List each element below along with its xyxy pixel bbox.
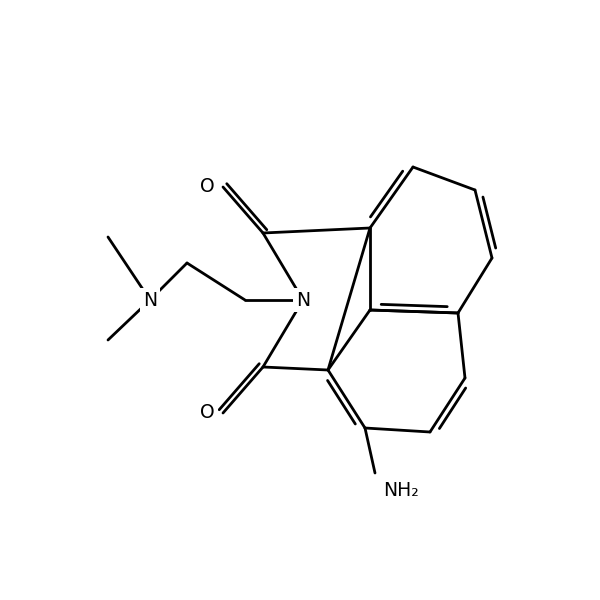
Text: NH₂: NH₂	[383, 481, 419, 500]
Text: N: N	[296, 290, 310, 310]
Text: O: O	[200, 403, 215, 422]
Text: O: O	[200, 178, 215, 196]
Text: N: N	[143, 290, 157, 310]
